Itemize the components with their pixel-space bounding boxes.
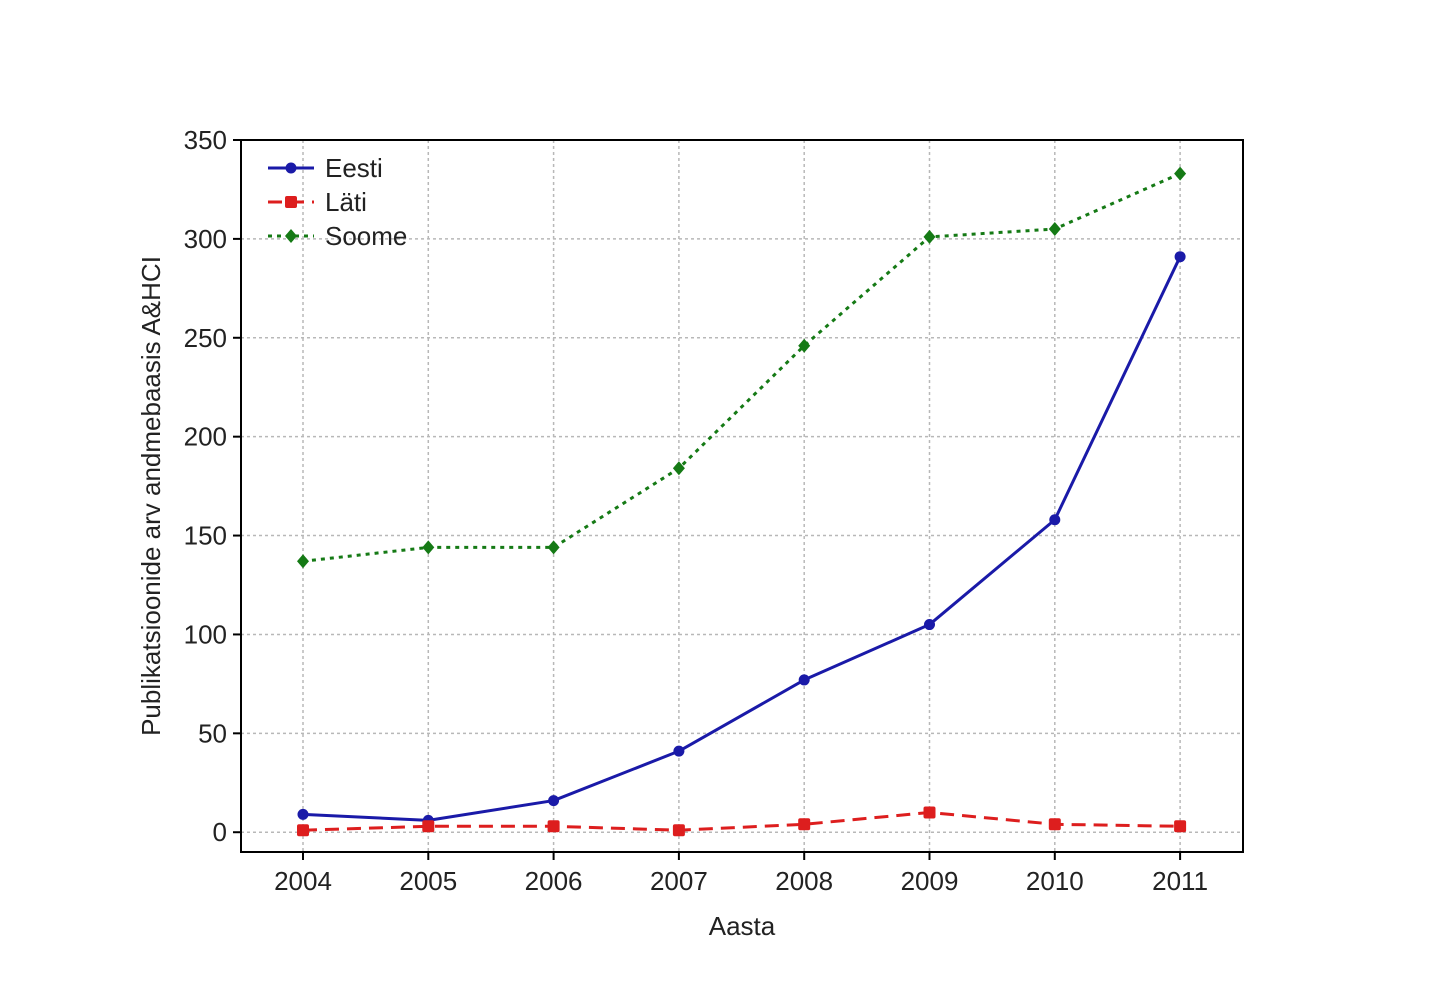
data-point-soome	[1174, 166, 1187, 181]
axis-ticks: 0 50 100 150 200 250 300 350 2004 2005 2006 2007 200…	[184, 125, 1208, 896]
data-point-soome	[672, 461, 685, 476]
x-tick-label: 2010	[1026, 866, 1084, 896]
y-tick-label: 50	[198, 718, 227, 748]
x-tick-label: 2005	[399, 866, 457, 896]
series-line-eesti	[302, 256, 1182, 822]
y-tick-label: 0	[213, 817, 227, 847]
data-point-eesti	[924, 619, 935, 631]
legend: Eesti Läti Soome	[268, 153, 407, 251]
data-point-soome	[422, 540, 435, 555]
y-axis-label: Publikatsioonide arv andmebaasis A&HCI	[136, 256, 166, 736]
data-point-eesti	[798, 674, 810, 686]
x-tick-label: 2011	[1152, 866, 1208, 896]
data-point-l-ti	[422, 820, 435, 833]
legend-entry-eesti: Eesti	[268, 153, 383, 183]
data-point-eesti	[297, 808, 309, 820]
legend-marker-l-ti	[285, 196, 297, 208]
plot-area-frame	[240, 139, 1244, 853]
x-tick-label: 2006	[525, 866, 583, 896]
x-tick-label: 2007	[650, 866, 708, 896]
series-line-soome	[302, 172, 1181, 563]
y-tick-label: 350	[184, 125, 227, 155]
legend-marker-eesti	[285, 162, 297, 174]
series-group	[297, 166, 1187, 837]
y-tick-label: 250	[184, 323, 227, 353]
data-point-l-ti	[798, 818, 811, 831]
data-point-soome	[297, 554, 309, 569]
data-point-eesti	[1049, 514, 1061, 526]
data-point-soome	[798, 338, 811, 353]
legend-label-l-ti: Läti	[325, 187, 367, 217]
data-point-l-ti	[547, 820, 560, 833]
x-tick-label: 2004	[274, 866, 332, 896]
data-point-soome	[923, 229, 936, 244]
data-point-l-ti	[672, 824, 685, 837]
series-eesti	[297, 251, 1186, 826]
grid-lines	[241, 140, 1243, 852]
x-axis-label: Aasta	[709, 911, 776, 941]
series-l-ti	[297, 806, 1187, 837]
data-point-eesti	[548, 795, 560, 807]
data-point-eesti	[673, 745, 685, 757]
y-tick-label: 150	[184, 521, 227, 551]
data-point-l-ti	[297, 824, 309, 837]
legend-entry-soome: Soome	[268, 221, 407, 251]
x-tick-label: 2008	[775, 866, 833, 896]
series-soome	[297, 166, 1187, 569]
legend-entry-l-ti: Läti	[268, 187, 367, 217]
data-point-l-ti	[1174, 820, 1187, 833]
data-point-soome	[547, 540, 560, 555]
data-point-eesti	[1174, 251, 1186, 263]
data-point-l-ti	[923, 806, 936, 819]
y-tick-label: 300	[184, 224, 227, 254]
y-tick-label: 100	[184, 619, 227, 649]
x-tick-label: 2009	[901, 866, 959, 896]
legend-label-soome: Soome	[325, 221, 407, 251]
data-point-l-ti	[1048, 818, 1061, 831]
data-point-soome	[1048, 222, 1061, 236]
series-line-l-ti	[302, 810, 1181, 832]
legend-label-eesti: Eesti	[325, 153, 383, 183]
y-tick-label: 200	[184, 422, 227, 452]
legend-marker-soome	[285, 229, 297, 243]
